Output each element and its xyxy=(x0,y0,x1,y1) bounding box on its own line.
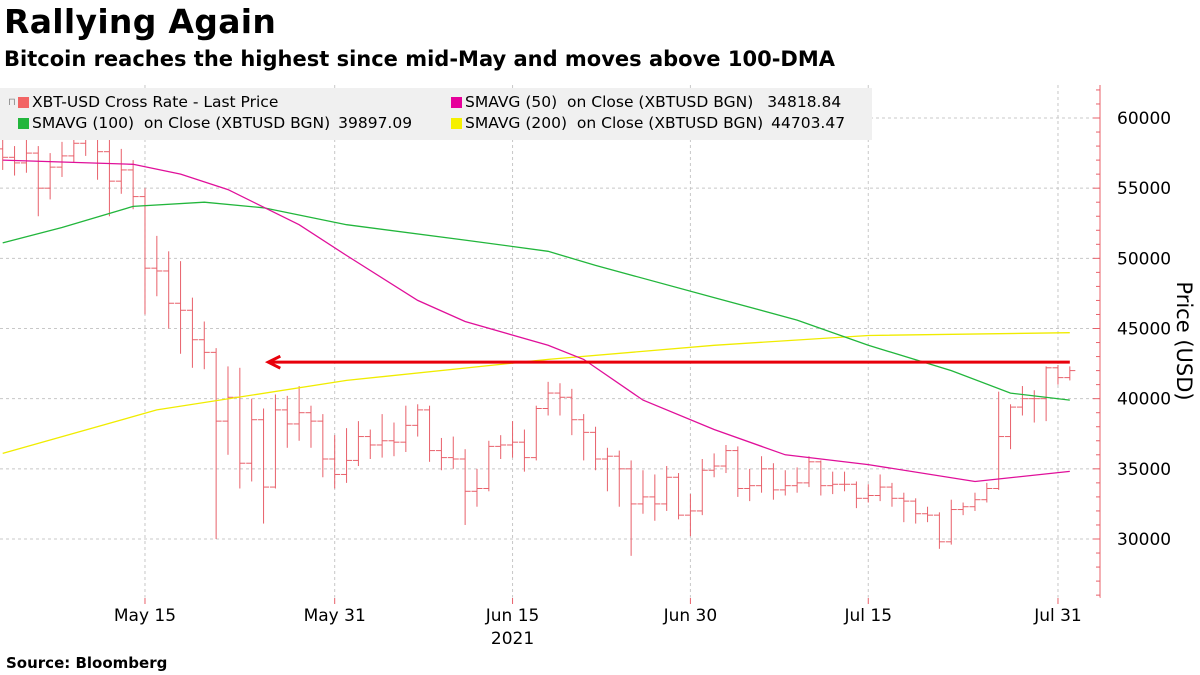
x-axis-year-label: 2021 xyxy=(491,629,534,649)
annotation xyxy=(264,354,1070,370)
legend-swatch xyxy=(18,117,29,129)
sma200-line xyxy=(2,332,1070,455)
legend-value: 34818.84 xyxy=(767,93,842,111)
legend-label: SMAVG (200) on Close (XBTUSD BGN) xyxy=(465,114,764,132)
legend-label: SMAVG (50) on Close (XBTUSD BGN) xyxy=(465,93,754,111)
x-tick-label: Jul 15 xyxy=(843,606,892,626)
legend-label: XBT-USD Cross Rate - Last Price xyxy=(32,93,279,111)
y-tick-label: 35000 xyxy=(1117,460,1171,480)
y-tick-label: 50000 xyxy=(1117,249,1171,269)
x-tick-label: Jul 31 xyxy=(1033,606,1082,626)
y-tick-label: 40000 xyxy=(1117,390,1171,410)
pin-icon: ⊓ xyxy=(8,96,16,108)
x-tick-label: May 31 xyxy=(304,606,366,626)
x-tick-label: Jun 30 xyxy=(663,606,718,626)
legend-value: 39897.09 xyxy=(338,114,413,132)
y-axis-title: Price (USD) xyxy=(1172,281,1196,400)
legend-swatch xyxy=(451,117,462,129)
sma100-line xyxy=(2,201,1070,401)
legend-item-sma100: SMAVG (100) on Close (XBTUSD BGN) 39897.… xyxy=(18,114,412,132)
sma50-line xyxy=(2,159,1070,483)
y-tick-label: 45000 xyxy=(1117,320,1171,340)
chart-subtitle: Bitcoin reaches the highest since mid-Ma… xyxy=(4,47,835,71)
legend-swatch xyxy=(451,96,462,108)
legend-value: 44703.47 xyxy=(771,114,846,132)
source-note: Source: Bloomberg xyxy=(6,654,168,672)
y-tick-label: 60000 xyxy=(1117,109,1171,129)
legend-item-price: ⊓ XBT-USD Cross Rate - Last Price xyxy=(8,93,278,111)
gridlines xyxy=(0,85,1100,598)
legend-swatch xyxy=(18,96,29,108)
y-tick-label: 55000 xyxy=(1117,179,1171,199)
legend-item-sma50: SMAVG (50) on Close (XBTUSD BGN) 34818.8… xyxy=(451,93,841,111)
legend: ⊓ XBT-USD Cross Rate - Last Price SMAVG … xyxy=(0,88,872,140)
price-bars xyxy=(0,122,1076,556)
legend-item-sma200: SMAVG (200) on Close (XBTUSD BGN) 44703.… xyxy=(451,114,845,132)
legend-label: SMAVG (100) on Close (XBTUSD BGN) xyxy=(32,114,331,132)
axes: 30000 35000 40000 45000 50000 55000 60000 May 1… xyxy=(0,85,1196,649)
chart-title: Rallying Again xyxy=(4,2,277,41)
x-tick-label: May 15 xyxy=(114,606,176,626)
x-tick-label: Jun 15 xyxy=(485,606,540,626)
arrow-head-icon xyxy=(264,354,281,370)
y-tick-label: 30000 xyxy=(1117,530,1171,550)
